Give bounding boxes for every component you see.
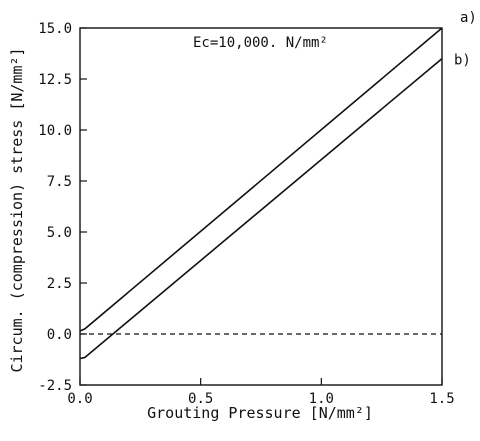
x-axis-title: Grouting Pressure [N/mm²] (147, 404, 373, 422)
y-tick-label-1: 0.0 (47, 327, 72, 343)
x-tick-label-3: 1.5 (429, 391, 454, 407)
y-tick-label-5: 10.0 (38, 123, 72, 139)
series-label-b: b) (454, 53, 471, 69)
axis-ticks (79, 27, 443, 386)
ec-annotation: Ec=10,000. N/mm² (193, 35, 328, 51)
x-tick-label-2: 1.0 (309, 391, 334, 407)
series-line-b (79, 57, 443, 360)
y-tick-label-2: 2.5 (47, 276, 72, 292)
y-tick-label-7: 15.0 (38, 21, 72, 37)
series-label-a: a) (460, 10, 477, 26)
y-tick-label-3: 5.0 (47, 225, 72, 241)
y-tick-label-4: 7.5 (47, 174, 72, 190)
x-tick-label-1: 0.5 (188, 391, 213, 407)
plot-area-frame (79, 27, 443, 386)
series-lines (79, 27, 443, 360)
series-line-a (79, 27, 443, 332)
y-tick-label-0: -2.5 (38, 378, 72, 394)
y-tick-label-6: 12.5 (38, 72, 72, 88)
axis-tick-labels: 0.0 0.5 1.0 1.5-2.50.02.55.07.510.012.515.0 (38, 21, 454, 407)
x-tick-label-0: 0.0 (67, 391, 92, 407)
y-axis-title: Circum. (compression) stress [N/mm²] (8, 47, 26, 372)
series-labels: a) b) (454, 10, 477, 69)
